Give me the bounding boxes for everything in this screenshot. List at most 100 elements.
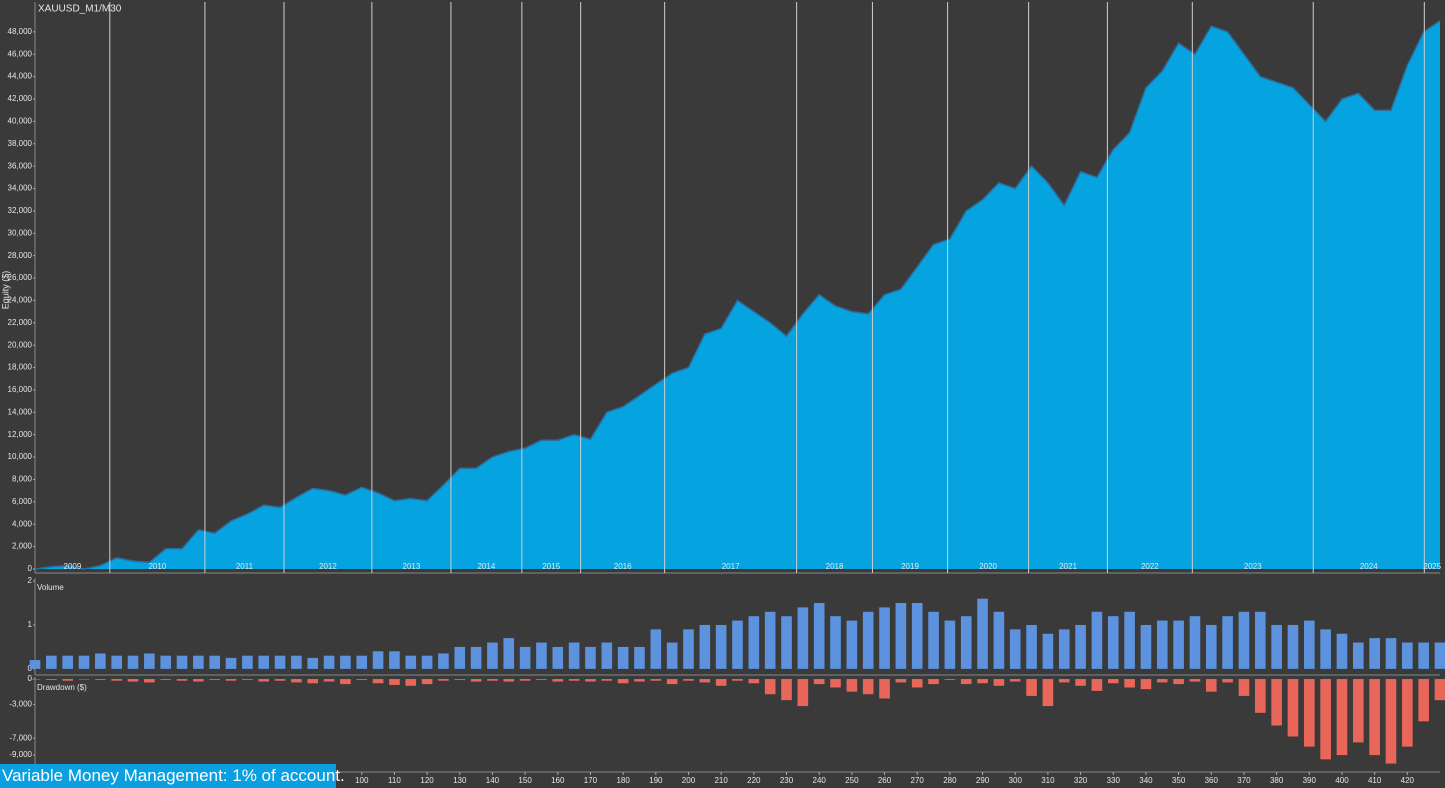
bar [46,679,57,680]
year-label: 2010 [148,562,166,571]
x-tick-label: 310 [1041,776,1055,785]
bar [307,679,319,684]
x-tick-label: 340 [1139,776,1153,785]
bar [846,620,858,669]
bar [1254,679,1266,713]
year-label: 2021 [1059,562,1077,571]
bar [1042,679,1054,707]
bar [993,679,1005,686]
bar [1287,679,1299,737]
bar [1205,624,1217,669]
bar [634,679,645,682]
bar [127,655,139,669]
bar [1124,679,1135,688]
bar [601,679,613,681]
panel-label: Volume [37,583,64,592]
y-tick-label: 32,000 [8,206,33,215]
y-tick-label: 46,000 [8,49,33,58]
bar [1402,679,1413,747]
bar [928,611,939,669]
bar [764,679,776,695]
x-tick-label: 410 [1368,776,1382,785]
bar [95,679,106,680]
x-tick-label: 260 [878,776,892,785]
year-label: 2012 [319,562,337,571]
bar [323,679,335,682]
bar [552,679,564,682]
bar [258,679,270,682]
y-tick-label: 10,000 [8,452,33,461]
bar [225,679,237,681]
bar [405,679,417,686]
bar [291,655,302,669]
year-label: 2019 [901,562,919,571]
bar [977,598,988,669]
bar [454,679,466,680]
bar [699,624,711,669]
y-tick-label: 18,000 [8,363,33,372]
bar [274,679,286,681]
bar [1205,679,1217,692]
x-tick-label: 200 [682,776,696,785]
year-label: 2017 [722,562,740,571]
y-tick-label: 16,000 [8,385,33,394]
bar [944,620,956,669]
bar [1271,624,1282,669]
x-tick-label: 350 [1172,776,1186,785]
bar [160,655,172,669]
y-tick-label: 30,000 [8,228,33,237]
bar [1336,679,1348,756]
bar [1075,679,1086,686]
x-tick-label: 280 [943,776,957,785]
bar [29,679,41,680]
bar [1353,642,1364,669]
bar [519,679,531,681]
x-tick-label: 290 [976,776,990,785]
bar [470,679,482,682]
bar [405,655,417,669]
y-tick-label: 20,000 [8,340,33,349]
bar [1156,620,1168,669]
bar [1254,611,1266,669]
y-tick-label: 38,000 [8,139,33,148]
y-tick-label: 28,000 [8,251,33,260]
y-tick-label: 1 [28,620,33,629]
bar [111,679,122,681]
year-label: 2015 [542,562,560,571]
year-label: 2020 [979,562,997,571]
bar [634,646,645,669]
y-tick-label: 22,000 [8,318,33,327]
bar [781,616,792,669]
x-tick-label: 420 [1401,776,1415,785]
bar [895,679,907,683]
bar [1320,679,1331,760]
year-label: 2013 [403,562,421,571]
y-tick-label: 2 [28,576,33,585]
y-tick-label: -9,000 [9,750,32,759]
bar [1287,624,1299,669]
bar [421,679,433,685]
bar [830,679,841,688]
year-label: 2024 [1360,562,1378,571]
bar [911,679,923,688]
year-label: 2018 [826,562,844,571]
x-tick-label: 130 [453,776,467,785]
bar [503,679,515,682]
bar [144,679,155,683]
y-tick-label: -3,000 [9,699,32,708]
bar [1026,679,1037,696]
bar [1091,611,1103,669]
bar [650,629,662,669]
bar [764,611,776,669]
y-tick-label: 34,000 [8,184,33,193]
bar [1271,679,1282,726]
bar [568,679,580,681]
bar [1107,616,1119,669]
x-tick-label: 250 [845,776,859,785]
x-tick-label: 240 [813,776,827,785]
bar [699,679,711,683]
x-tick-label: 120 [420,776,434,785]
bar [209,679,221,680]
bar [862,679,874,695]
x-tick-label: 360 [1205,776,1219,785]
